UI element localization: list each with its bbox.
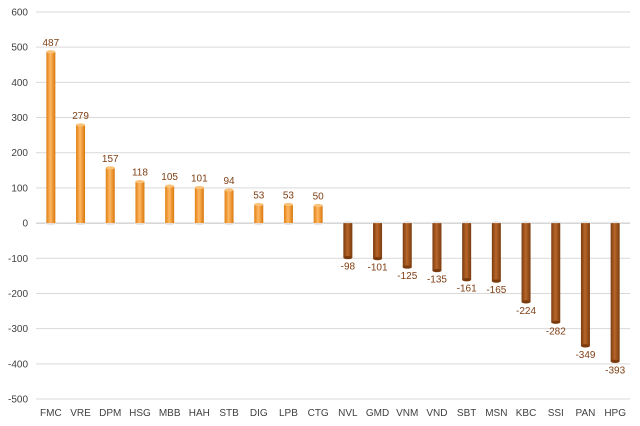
bar-cap [224, 188, 234, 192]
bar-gmd [373, 223, 383, 259]
y-tick-label: 200 [11, 148, 28, 159]
x-category-label: HAH [189, 408, 210, 419]
x-category-label: VND [426, 408, 447, 419]
bar-cap [343, 255, 353, 260]
bar-cap [165, 184, 175, 188]
data-label: 101 [191, 174, 208, 185]
bar-lpb [283, 204, 293, 224]
y-tick-label: 600 [11, 8, 28, 19]
data-label: 105 [161, 172, 178, 183]
bar-cap [135, 179, 145, 184]
bar-ctg [313, 205, 323, 224]
grid-lines [36, 11, 630, 400]
bar-nvl [343, 223, 353, 258]
x-category-label: CTG [308, 408, 329, 419]
bars [45, 50, 621, 363]
data-label: 50 [313, 192, 325, 203]
bar-cap [194, 185, 204, 190]
y-tick-label: -500 [8, 395, 28, 406]
bar-cap [491, 279, 501, 283]
data-label: -161 [457, 284, 477, 295]
data-label: 487 [43, 38, 60, 49]
data-label: -282 [546, 326, 566, 337]
x-category-label: LPB [279, 408, 298, 419]
bar-fmc [46, 51, 56, 224]
x-category-label: DPM [99, 408, 121, 419]
bar-cap [402, 265, 412, 269]
data-label: 94 [223, 176, 235, 187]
bar-sbt [462, 223, 472, 280]
x-category-label: HSG [129, 408, 151, 419]
x-category-label: DIG [250, 408, 268, 419]
data-labels: 487 279 157 118 105 101 94 53 53 50 -98 -101 -125 -13… [43, 38, 626, 377]
bar-cap [551, 320, 561, 324]
x-axis-category-labels: FMC VRE DPM HSG MBB HAH STB DIG LPB CTG NVL GMD VNM V… [40, 408, 626, 419]
x-category-label: MBB [159, 408, 181, 419]
x-category-label: SSI [548, 408, 564, 419]
y-axis-tick-labels: 600 500 400 300 200 100 0 -100 -200 -300 -400 -500 [8, 8, 28, 406]
bar-cap [254, 202, 264, 207]
y-tick-label: 100 [11, 183, 28, 194]
bar-cap [432, 268, 442, 273]
bar-cap [462, 278, 472, 282]
bar-vnm [402, 223, 412, 268]
bar-hpg [610, 223, 620, 362]
bar-dpm [105, 167, 115, 224]
x-category-label: NVL [338, 408, 358, 419]
y-tick-label: -100 [8, 254, 28, 265]
x-category-label: KBC [516, 408, 537, 419]
bar-kbc [521, 223, 531, 302]
bar-msn [491, 223, 501, 282]
bar-ssi [551, 223, 561, 323]
data-label: 157 [102, 154, 119, 165]
x-category-label: SBT [457, 408, 476, 419]
bar-cap [283, 202, 293, 207]
data-label: -224 [516, 306, 536, 317]
y-tick-label: 500 [11, 43, 28, 54]
bar-vnd [432, 223, 442, 271]
data-label: -101 [368, 263, 388, 274]
bar-vre [76, 124, 86, 224]
bar-hah [194, 187, 204, 224]
y-tick-label: 300 [11, 113, 28, 124]
data-label: -135 [427, 275, 447, 286]
bar-cap [313, 203, 323, 208]
data-label: 118 [132, 168, 148, 179]
x-category-label: MSN [485, 408, 507, 419]
x-category-label: STB [219, 408, 239, 419]
x-category-label: VNM [396, 408, 418, 419]
bar-mbb [165, 186, 175, 224]
data-label: -349 [575, 350, 595, 361]
bar-hsg [135, 181, 145, 224]
y-tick-label: -300 [8, 324, 28, 335]
x-category-label: VRE [70, 408, 91, 419]
bar-cap [46, 50, 56, 54]
bar-cap [580, 344, 590, 348]
bar-cap [105, 166, 115, 170]
bar-stb [224, 190, 234, 224]
bar-cap [373, 257, 383, 261]
data-label: 53 [283, 190, 295, 201]
data-label: 53 [253, 190, 265, 201]
x-category-label: FMC [40, 408, 62, 419]
x-category-label: PAN [576, 408, 596, 419]
y-tick-label: -200 [8, 289, 28, 300]
x-category-label: GMD [366, 408, 389, 419]
bar-cap [521, 300, 531, 304]
data-label: 279 [72, 111, 89, 122]
y-tick-label: 400 [11, 78, 28, 89]
data-label: -98 [341, 262, 356, 273]
data-label: -393 [605, 365, 625, 376]
data-label: -165 [486, 285, 506, 296]
bar-cap [610, 359, 620, 363]
y-tick-label: -400 [8, 359, 28, 370]
bar-pan [580, 223, 590, 346]
data-label: -125 [397, 271, 417, 282]
x-category-label: HPG [604, 408, 626, 419]
y-tick-label: 0 [22, 219, 28, 230]
bar-dig [254, 204, 264, 224]
bar-cap [76, 123, 86, 127]
